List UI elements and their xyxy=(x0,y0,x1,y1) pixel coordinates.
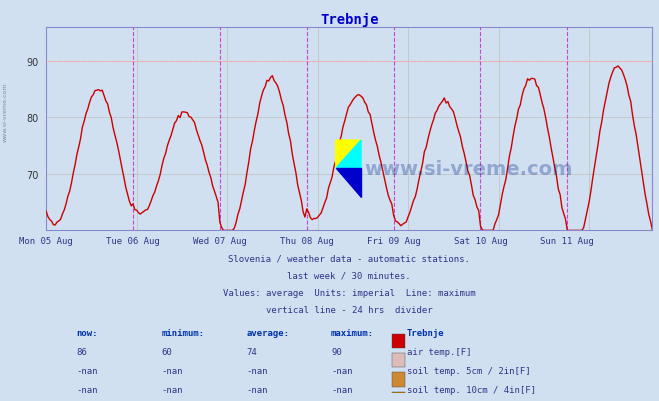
Text: Fri 09 Aug: Fri 09 Aug xyxy=(367,237,420,246)
Text: Sun 11 Aug: Sun 11 Aug xyxy=(540,237,594,246)
Text: last week / 30 minutes.: last week / 30 minutes. xyxy=(287,271,411,280)
Text: soil temp. 10cm / 4in[F]: soil temp. 10cm / 4in[F] xyxy=(407,385,536,394)
Polygon shape xyxy=(335,141,361,169)
Text: -nan: -nan xyxy=(161,366,183,375)
Text: -nan: -nan xyxy=(331,385,353,394)
Text: Wed 07 Aug: Wed 07 Aug xyxy=(193,237,246,246)
Text: 60: 60 xyxy=(161,347,172,356)
Text: Values: average  Units: imperial  Line: maximum: Values: average Units: imperial Line: ma… xyxy=(223,288,476,297)
Polygon shape xyxy=(335,141,361,169)
Text: average:: average: xyxy=(246,328,289,337)
Bar xyxy=(391,353,405,367)
Text: www.si-vreme.com: www.si-vreme.com xyxy=(3,83,8,142)
Text: now:: now: xyxy=(76,328,98,337)
Text: vertical line - 24 hrs  divider: vertical line - 24 hrs divider xyxy=(266,305,432,314)
Text: 90: 90 xyxy=(331,347,342,356)
Text: soil temp. 5cm / 2in[F]: soil temp. 5cm / 2in[F] xyxy=(407,366,530,375)
Text: -nan: -nan xyxy=(246,385,268,394)
Text: -nan: -nan xyxy=(161,385,183,394)
Polygon shape xyxy=(335,169,361,197)
Text: www.si-vreme.com: www.si-vreme.com xyxy=(364,159,573,178)
Text: air temp.[F]: air temp.[F] xyxy=(407,347,471,356)
Bar xyxy=(391,334,405,348)
Text: 86: 86 xyxy=(76,347,87,356)
Text: maximum:: maximum: xyxy=(331,328,374,337)
Text: Trebnje: Trebnje xyxy=(407,328,444,337)
Text: Slovenia / weather data - automatic stations.: Slovenia / weather data - automatic stat… xyxy=(228,254,471,263)
Text: Tue 06 Aug: Tue 06 Aug xyxy=(106,237,160,246)
Text: Mon 05 Aug: Mon 05 Aug xyxy=(19,237,73,246)
Text: -nan: -nan xyxy=(76,366,98,375)
Text: minimum:: minimum: xyxy=(161,328,204,337)
Text: Thu 08 Aug: Thu 08 Aug xyxy=(280,237,333,246)
Text: 74: 74 xyxy=(246,347,257,356)
Text: -nan: -nan xyxy=(331,366,353,375)
Title: Trebnje: Trebnje xyxy=(320,13,378,27)
Text: -nan: -nan xyxy=(76,385,98,394)
Bar xyxy=(391,373,405,387)
Text: -nan: -nan xyxy=(246,366,268,375)
Text: Sat 10 Aug: Sat 10 Aug xyxy=(453,237,507,246)
Bar xyxy=(391,391,405,401)
